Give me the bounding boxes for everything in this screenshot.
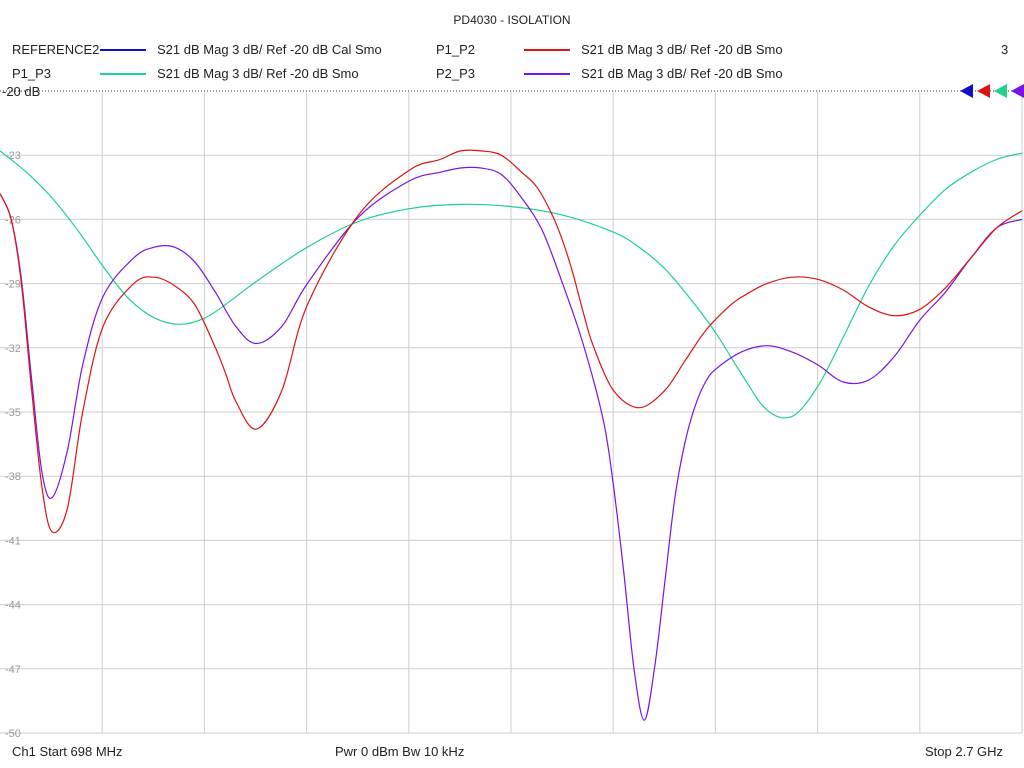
legend-swatch-p1-p3	[100, 73, 146, 75]
reference-marker-icon	[977, 84, 990, 98]
reference-level-label: -20 dB	[2, 84, 40, 99]
legend-name-p2-p3: P2_P3	[436, 66, 476, 81]
footer-stop: Stop 2.7 GHz	[925, 744, 1004, 759]
y-tick-label: -26	[5, 214, 21, 226]
y-tick-label: -38	[5, 471, 21, 483]
legend-name-p1-p3: P1_P3	[12, 66, 52, 81]
y-tick-label: -50	[5, 728, 21, 740]
marker-count-label: 3	[1001, 42, 1009, 57]
legend-desc-p1-p2: S21 dB Mag 3 dB/ Ref -20 dB Smo	[581, 42, 783, 57]
reference-marker-icon	[994, 84, 1007, 98]
legend-desc-p1-p3: S21 dB Mag 3 dB/ Ref -20 dB Smo	[157, 66, 359, 81]
y-tick-label: -23	[5, 150, 21, 162]
series-line-p2-p3	[0, 166, 1023, 721]
y-tick-label: -35	[5, 407, 21, 419]
legend-desc-reference2: S21 dB Mag 3 dB/ Ref -20 dB Cal Smo	[157, 42, 382, 57]
series-line-p1-p2	[0, 149, 1023, 534]
legend-swatch-reference2	[100, 49, 146, 51]
reference-marker-icon	[960, 84, 973, 98]
y-tick-label: -44	[5, 600, 21, 612]
y-tick-label: -41	[5, 535, 21, 547]
y-tick-label: -32	[5, 343, 21, 355]
chart-title: PD4030 - ISOLATION	[453, 13, 571, 27]
footer-power-bandwidth: Pwr 0 dBm Bw 10 kHz	[335, 744, 465, 759]
reference-marker-icon	[1011, 84, 1024, 98]
legend-name-reference2: REFERENCE2	[12, 42, 100, 57]
legend-swatch-p1-p2	[524, 49, 570, 51]
legend-desc-p2-p3: S21 dB Mag 3 dB/ Ref -20 dB Smo	[581, 66, 783, 81]
footer-start: Ch1 Start 698 MHz	[12, 744, 123, 759]
series-line-p1-p3	[0, 150, 1023, 419]
legend-name-p1-p2: P1_P2	[436, 42, 476, 57]
y-tick-label: -47	[5, 664, 21, 676]
y-tick-label: -29	[5, 279, 21, 291]
legend-swatch-p2-p3	[524, 73, 570, 75]
